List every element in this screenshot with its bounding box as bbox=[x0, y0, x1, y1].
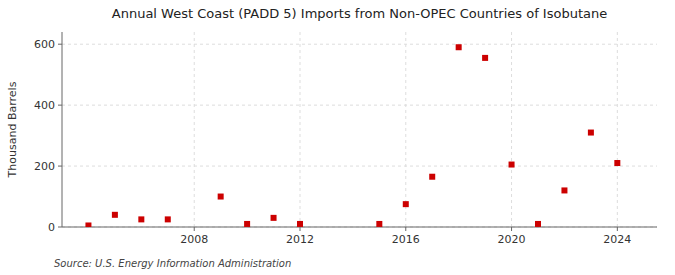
grid-line bbox=[62, 105, 657, 106]
point bbox=[297, 221, 303, 227]
grid-line bbox=[300, 32, 301, 227]
chart: 2008 2012 2016 2020 2024 0 200 400 600 Annual Wes… bbox=[0, 0, 675, 275]
point bbox=[376, 221, 382, 227]
y-tick-label: 0 bbox=[48, 221, 55, 234]
grid-line bbox=[405, 32, 406, 227]
grid-line bbox=[511, 32, 512, 227]
x-tick bbox=[617, 227, 618, 231]
point bbox=[403, 201, 409, 207]
point bbox=[244, 221, 250, 227]
point bbox=[456, 44, 462, 50]
point bbox=[482, 55, 488, 61]
y-axis bbox=[62, 32, 63, 227]
y-tick bbox=[58, 44, 62, 45]
y-axis-label: Thousand Barrels bbox=[6, 81, 19, 178]
point bbox=[429, 174, 435, 180]
point bbox=[85, 222, 91, 227]
point bbox=[535, 221, 541, 227]
x-axis bbox=[62, 227, 657, 228]
point bbox=[509, 162, 515, 168]
grid-line bbox=[194, 32, 195, 227]
x-tick-label: 2012 bbox=[286, 233, 314, 246]
point bbox=[112, 212, 118, 218]
point bbox=[588, 130, 594, 136]
point bbox=[614, 160, 620, 166]
y-tick bbox=[58, 166, 62, 167]
x-tick-label: 2016 bbox=[392, 233, 420, 246]
y-tick-label: 400 bbox=[34, 99, 55, 112]
points bbox=[85, 44, 620, 227]
grid-line bbox=[617, 32, 618, 227]
x-tick bbox=[511, 227, 512, 231]
point bbox=[271, 215, 277, 221]
title: Annual West Coast (PADD 5) Imports from … bbox=[112, 6, 607, 21]
y-tick-label: 200 bbox=[34, 160, 55, 173]
x-tick-label: 2024 bbox=[603, 233, 631, 246]
y-tick bbox=[58, 105, 62, 106]
x-tick bbox=[300, 227, 301, 231]
point bbox=[218, 194, 224, 200]
source-note: Source: U.S. Energy Information Administ… bbox=[54, 258, 291, 269]
grid-line bbox=[62, 227, 657, 228]
x-tick bbox=[405, 227, 406, 231]
x-tick bbox=[194, 227, 195, 231]
point bbox=[138, 216, 144, 222]
y-tick bbox=[58, 227, 62, 228]
x-tick-label: 2020 bbox=[498, 233, 526, 246]
y-tick-label: 600 bbox=[34, 38, 55, 51]
point bbox=[561, 187, 567, 193]
grid-line bbox=[62, 44, 657, 45]
x-tick-label: 2008 bbox=[180, 233, 208, 246]
grid bbox=[62, 32, 657, 227]
grid-line bbox=[62, 166, 657, 167]
point bbox=[165, 216, 171, 222]
